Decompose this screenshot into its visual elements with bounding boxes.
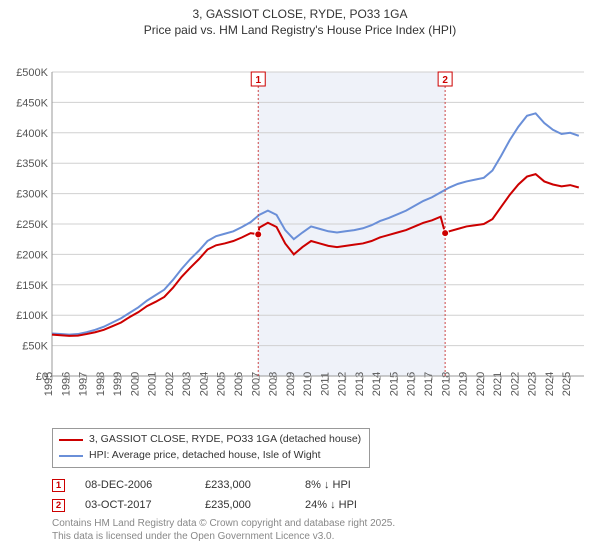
svg-text:1: 1 bbox=[255, 75, 261, 86]
svg-text:£450K: £450K bbox=[16, 98, 48, 110]
svg-text:£100K: £100K bbox=[16, 311, 48, 323]
legend-row: 3, GASSIOT CLOSE, RYDE, PO33 1GA (detach… bbox=[59, 432, 361, 448]
chart: £0£50K£100K£150K£200K£250K£300K£350K£400… bbox=[10, 42, 590, 422]
svg-text:1997: 1997 bbox=[78, 372, 90, 396]
svg-text:2017: 2017 bbox=[423, 372, 435, 396]
svg-text:2: 2 bbox=[442, 75, 448, 86]
svg-text:2025: 2025 bbox=[561, 372, 573, 396]
svg-text:£150K: £150K bbox=[16, 280, 48, 292]
event-delta: 24% ↓ HPI bbox=[305, 496, 395, 516]
event-marker: 1 bbox=[52, 479, 65, 492]
title-line2: Price paid vs. HM Land Registry's House … bbox=[10, 22, 590, 38]
svg-text:£300K: £300K bbox=[16, 189, 48, 201]
svg-text:£250K: £250K bbox=[16, 219, 48, 231]
event-date: 08-DEC-2006 bbox=[85, 476, 185, 496]
svg-text:2001: 2001 bbox=[147, 372, 159, 396]
event-price: £235,000 bbox=[205, 496, 285, 516]
svg-text:2003: 2003 bbox=[181, 372, 193, 396]
svg-text:2012: 2012 bbox=[337, 372, 349, 396]
svg-text:£350K: £350K bbox=[16, 159, 48, 171]
svg-text:2018: 2018 bbox=[440, 372, 452, 396]
title-block: 3, GASSIOT CLOSE, RYDE, PO33 1GA Price p… bbox=[10, 6, 590, 38]
svg-text:£400K: £400K bbox=[16, 128, 48, 140]
svg-text:2009: 2009 bbox=[285, 372, 297, 396]
svg-text:2000: 2000 bbox=[129, 372, 141, 396]
legend-label: HPI: Average price, detached house, Isle… bbox=[89, 448, 321, 464]
event-price: £233,000 bbox=[205, 476, 285, 496]
svg-text:£500K: £500K bbox=[16, 67, 48, 79]
svg-text:2021: 2021 bbox=[492, 372, 504, 396]
attribution: Contains HM Land Registry data © Crown c… bbox=[52, 517, 590, 543]
svg-text:2010: 2010 bbox=[302, 372, 314, 396]
svg-text:2008: 2008 bbox=[268, 372, 280, 396]
svg-text:2007: 2007 bbox=[250, 372, 262, 396]
chart-svg: £0£50K£100K£150K£200K£250K£300K£350K£400… bbox=[10, 42, 590, 422]
svg-text:2024: 2024 bbox=[544, 372, 556, 396]
legend-row: HPI: Average price, detached house, Isle… bbox=[59, 448, 361, 464]
event-date: 03-OCT-2017 bbox=[85, 496, 185, 516]
svg-text:2005: 2005 bbox=[216, 372, 228, 396]
svg-text:1995: 1995 bbox=[43, 372, 55, 396]
svg-text:£200K: £200K bbox=[16, 250, 48, 262]
svg-text:2002: 2002 bbox=[164, 372, 176, 396]
legend-swatch bbox=[59, 439, 83, 441]
svg-text:£50K: £50K bbox=[22, 341, 48, 353]
svg-text:2004: 2004 bbox=[198, 372, 210, 396]
legend-swatch bbox=[59, 455, 83, 457]
event-row: 2 03-OCT-2017 £235,000 24% ↓ HPI bbox=[52, 496, 590, 516]
svg-text:2023: 2023 bbox=[527, 372, 539, 396]
attribution-line2: This data is licensed under the Open Gov… bbox=[52, 530, 590, 543]
event-delta: 8% ↓ HPI bbox=[305, 476, 395, 496]
svg-text:1996: 1996 bbox=[60, 372, 72, 396]
title-line1: 3, GASSIOT CLOSE, RYDE, PO33 1GA bbox=[10, 6, 590, 22]
svg-text:2013: 2013 bbox=[354, 372, 366, 396]
svg-text:2019: 2019 bbox=[458, 372, 470, 396]
attribution-line1: Contains HM Land Registry data © Crown c… bbox=[52, 517, 590, 530]
svg-text:1999: 1999 bbox=[112, 372, 124, 396]
legend-label: 3, GASSIOT CLOSE, RYDE, PO33 1GA (detach… bbox=[89, 432, 361, 448]
svg-text:1998: 1998 bbox=[95, 372, 107, 396]
legend: 3, GASSIOT CLOSE, RYDE, PO33 1GA (detach… bbox=[52, 428, 370, 468]
chart-container: 3, GASSIOT CLOSE, RYDE, PO33 1GA Price p… bbox=[0, 0, 600, 547]
event-marker: 2 bbox=[52, 499, 65, 512]
svg-text:2022: 2022 bbox=[509, 372, 521, 396]
event-row: 1 08-DEC-2006 £233,000 8% ↓ HPI bbox=[52, 476, 590, 496]
svg-text:2016: 2016 bbox=[406, 372, 418, 396]
svg-text:2020: 2020 bbox=[475, 372, 487, 396]
events-table: 1 08-DEC-2006 £233,000 8% ↓ HPI 2 03-OCT-2017… bbox=[52, 476, 590, 516]
svg-text:2015: 2015 bbox=[388, 372, 400, 396]
svg-text:2014: 2014 bbox=[371, 372, 383, 396]
svg-text:2006: 2006 bbox=[233, 372, 245, 396]
